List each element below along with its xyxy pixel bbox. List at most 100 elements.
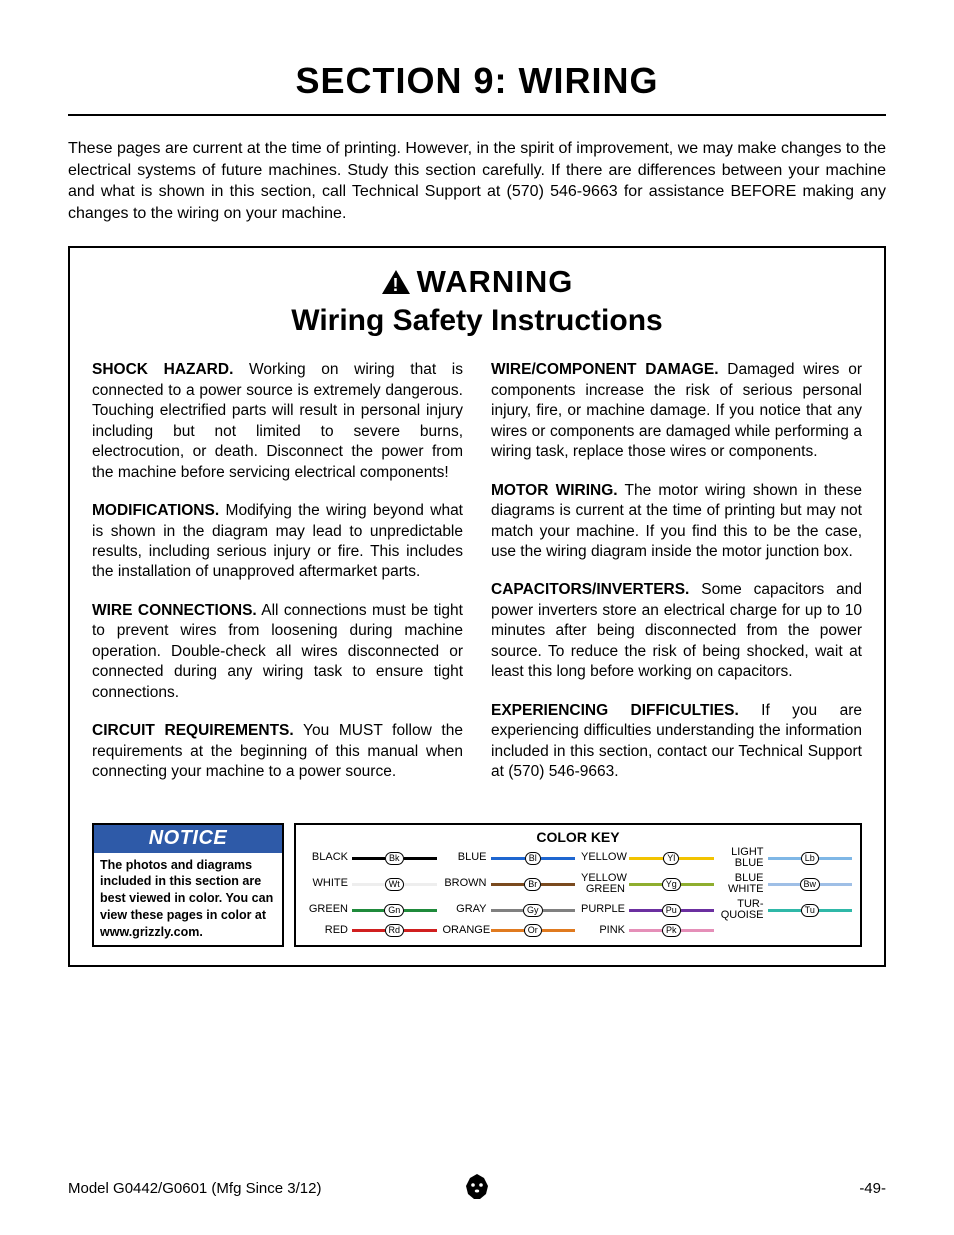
color-key-label: RED: [304, 925, 348, 937]
warning-triangle-icon: !: [381, 269, 411, 295]
color-key-code: Gy: [523, 904, 543, 917]
color-key-label: BLUEWHITE: [720, 873, 764, 896]
color-key-item: GRAY Gy: [443, 899, 576, 922]
color-key-swatch: Or: [491, 925, 576, 937]
color-key-swatch: Lb: [768, 852, 853, 864]
paragraph-head: WIRE CONNECTIONS.: [92, 602, 257, 619]
notice-head: NOTICE: [94, 825, 282, 853]
color-key-swatch: Wt: [352, 878, 437, 890]
intro-paragraph: These pages are current at the time of p…: [68, 138, 886, 224]
paragraph-head: WIRE/COMPONENT DAMAGE.: [491, 361, 719, 378]
safety-paragraph: CAPACITORS/INVERTERS. Some capacitors an…: [491, 580, 862, 682]
footer-model: Model G0442/G0601 (Mfg Since 3/12): [68, 1180, 321, 1197]
color-key-swatch: Pu: [629, 904, 714, 916]
color-key-grid: BLACK Bk BLUE Bl YELLOW Yl LIGHTBLUE Lb WHITE Wt B…: [304, 847, 852, 937]
color-key-title: COLOR KEY: [304, 829, 852, 845]
color-key-code: Or: [524, 924, 542, 937]
color-key-item: BROWN Br: [443, 873, 576, 896]
color-key-label: TUR-QUOISE: [720, 899, 764, 922]
footer-page-number: -49-: [859, 1180, 886, 1197]
warning-header: ! WARNING: [92, 264, 862, 300]
color-key-code: Gn: [384, 904, 404, 917]
bottom-row: NOTICE The photos and diagrams included …: [92, 823, 862, 947]
color-key-label: ORANGE: [443, 925, 487, 937]
safety-paragraph: SHOCK HAZARD. Working on wiring that is …: [92, 360, 463, 483]
paragraph-head: MOTOR WIRING.: [491, 482, 618, 499]
color-key-code: Yl: [663, 852, 679, 865]
color-key-item: WHITE Wt: [304, 873, 437, 896]
color-key-label: WHITE: [304, 878, 348, 890]
footer-logo-icon: [462, 1172, 492, 1206]
color-key-label: PURPLE: [581, 904, 625, 916]
color-key-item: ORANGE Or: [443, 925, 576, 937]
paragraph-head: EXPERIENCING DIFFICULTIES.: [491, 702, 739, 719]
paragraph-head: CIRCUIT REQUIREMENTS.: [92, 722, 294, 739]
color-key-item: RED Rd: [304, 925, 437, 937]
notice-box: NOTICE The photos and diagrams included …: [92, 823, 284, 947]
color-key-swatch: Bw: [768, 878, 853, 890]
color-key-code: Lb: [801, 852, 819, 865]
color-key-swatch: Br: [491, 878, 576, 890]
color-key-box: COLOR KEY BLACK Bk BLUE Bl YELLOW Yl LIGHTBLUE…: [294, 823, 862, 947]
color-key-item: YELLOWGREEN Yg: [581, 873, 714, 896]
warning-text: WARNING: [417, 264, 574, 300]
safety-paragraph: MOTOR WIRING. The motor wiring shown in …: [491, 481, 862, 563]
notice-body: The photos and diagrams included in this…: [94, 853, 282, 945]
color-key-label: GRAY: [443, 904, 487, 916]
warning-label: ! WARNING: [381, 264, 574, 300]
color-key-code: Wt: [385, 878, 404, 891]
color-key-code: Bw: [800, 878, 821, 891]
color-key-swatch: Yl: [629, 852, 714, 864]
safety-paragraph: WIRE CONNECTIONS. All connections must b…: [92, 601, 463, 703]
color-key-label: BLUE: [443, 852, 487, 864]
safety-paragraph: MODIFICATIONS. Modifying the wiring beyo…: [92, 501, 463, 583]
paragraph-head: MODIFICATIONS.: [92, 502, 219, 519]
color-key-label: YELLOWGREEN: [581, 873, 625, 896]
safety-paragraph: CIRCUIT REQUIREMENTS. You MUST follow th…: [92, 721, 463, 782]
color-key-code: Pu: [662, 904, 681, 917]
color-key-code: Bl: [525, 852, 541, 865]
two-column-layout: SHOCK HAZARD. Working on wiring that is …: [92, 360, 862, 800]
color-key-item: YELLOW Yl: [581, 847, 714, 870]
color-key-item: BLACK Bk: [304, 847, 437, 870]
color-key-swatch: Yg: [629, 878, 714, 890]
color-key-label: YELLOW: [581, 852, 625, 864]
color-key-item: BLUE Bl: [443, 847, 576, 870]
safety-paragraph: WIRE/COMPONENT DAMAGE. Damaged wires or …: [491, 360, 862, 462]
color-key-item: TUR-QUOISE Tu: [720, 899, 853, 922]
color-key-item: LIGHTBLUE Lb: [720, 847, 853, 870]
color-key-label: LIGHTBLUE: [720, 847, 764, 870]
paragraph-body: Working on wiring that is connected to a…: [92, 361, 463, 480]
color-key-code: Rd: [385, 924, 405, 937]
color-key-swatch: Gy: [491, 904, 576, 916]
color-key-code: Yg: [662, 878, 681, 891]
color-key-item: PINK Pk: [581, 925, 714, 937]
color-key-code: Br: [524, 878, 541, 891]
color-key-item: PURPLE Pu: [581, 899, 714, 922]
color-key-label: BLACK: [304, 852, 348, 864]
right-column: WIRE/COMPONENT DAMAGE. Damaged wires or …: [491, 360, 862, 800]
color-key-swatch: Pk: [629, 925, 714, 937]
color-key-swatch: Bl: [491, 852, 576, 864]
color-key-label: PINK: [581, 925, 625, 937]
color-key-code: Tu: [801, 904, 819, 917]
paragraph-head: CAPACITORS/INVERTERS.: [491, 581, 689, 598]
safety-paragraph: EXPERIENCING DIFFICULTIES. If you are ex…: [491, 701, 862, 783]
svg-text:!: !: [392, 275, 399, 295]
color-key-swatch: Rd: [352, 925, 437, 937]
color-key-item: GREEN Gn: [304, 899, 437, 922]
page: SECTION 9: WIRING These pages are curren…: [0, 0, 954, 1235]
paragraph-head: SHOCK HAZARD.: [92, 361, 233, 378]
color-key-swatch: Gn: [352, 904, 437, 916]
page-footer: Model G0442/G0601 (Mfg Since 3/12) -49-: [68, 1180, 886, 1197]
warning-box: ! WARNING Wiring Safety Instructions SHO…: [68, 246, 886, 967]
section-title: SECTION 9: WIRING: [68, 60, 886, 116]
color-key-label: GREEN: [304, 904, 348, 916]
color-key-label: BROWN: [443, 878, 487, 890]
left-column: SHOCK HAZARD. Working on wiring that is …: [92, 360, 463, 800]
color-key-code: Pk: [662, 924, 681, 937]
warning-subtitle: Wiring Safety Instructions: [92, 304, 862, 338]
color-key-swatch: Bk: [352, 852, 437, 864]
color-key-swatch: Tu: [768, 904, 853, 916]
color-key-item: BLUEWHITE Bw: [720, 873, 853, 896]
